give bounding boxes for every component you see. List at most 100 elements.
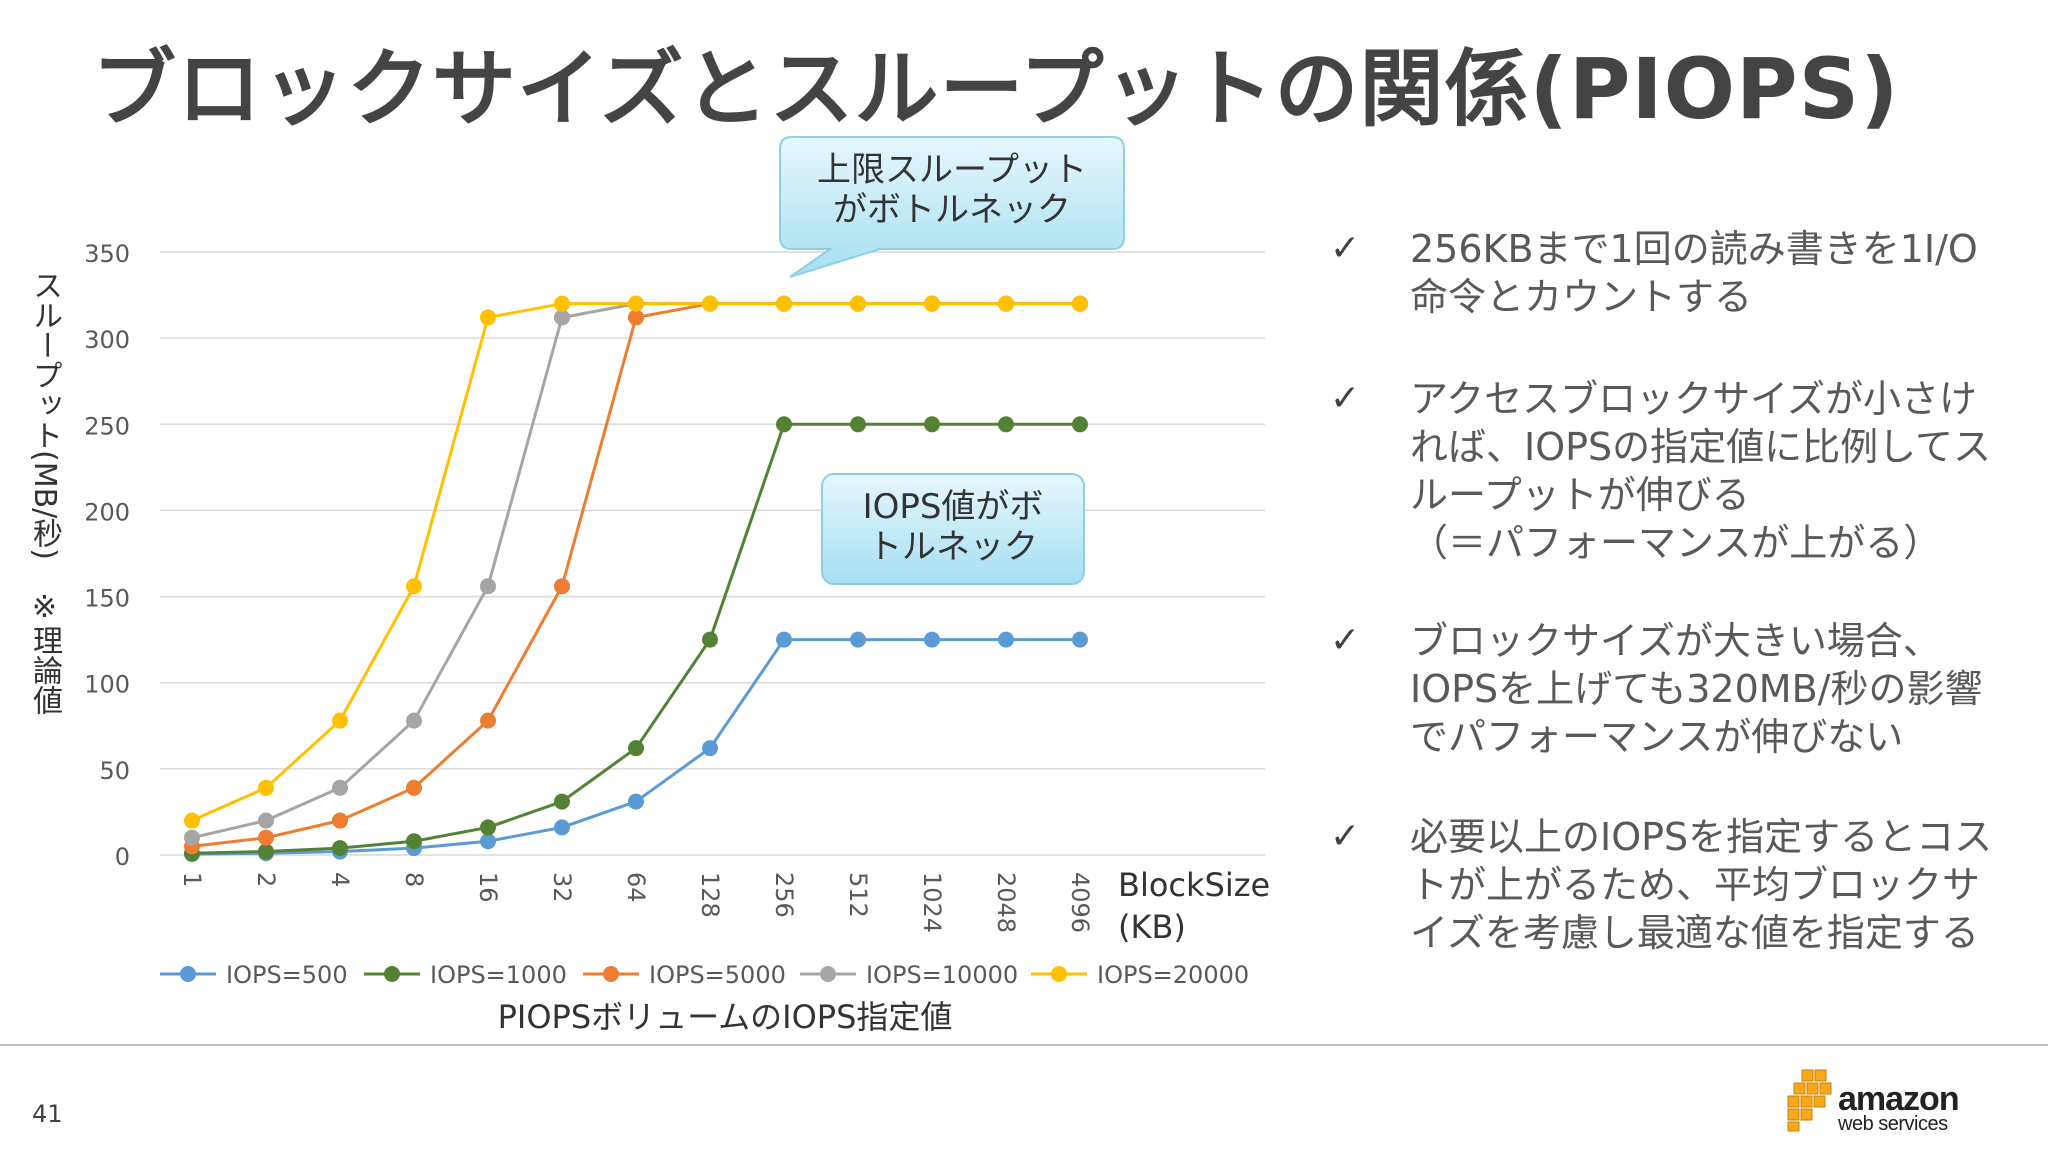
legend-marker — [180, 966, 196, 982]
legend-title: PIOPSボリュームのIOPS指定値 — [498, 998, 953, 1036]
chart-series — [184, 295, 1088, 863]
data-point — [998, 295, 1014, 312]
check-icon: ✓ — [1330, 816, 1361, 857]
x-axis-label-line2: (KB) — [1118, 908, 1186, 946]
data-point — [628, 793, 644, 810]
y-tick-label: 150 — [84, 585, 130, 613]
legend-label: IOPS=1000 — [430, 961, 567, 989]
throughput-line-chart: 0 50 100 150 200 250 300 350 1 2 4 8 16 32 64 128 256 51… — [84, 136, 1270, 1036]
data-point — [628, 740, 644, 757]
legend-marker — [384, 966, 400, 982]
data-point — [776, 295, 792, 312]
legend-label: IOPS=500 — [226, 961, 348, 989]
data-point — [406, 833, 422, 850]
x-tick-label: 256 — [770, 872, 798, 918]
data-point — [258, 812, 274, 829]
legend-label: IOPS=20000 — [1097, 961, 1249, 989]
callout-upper-limit-bubble — [779, 136, 1125, 278]
legend-entry: IOPS=1000 — [364, 961, 567, 989]
y-tick-label: 100 — [84, 671, 130, 699]
legend-label: IOPS=5000 — [649, 961, 786, 989]
x-tick-label: 2 — [252, 872, 280, 887]
legend-marker — [1051, 966, 1067, 982]
footer-divider — [0, 1044, 2048, 1046]
legend-label: IOPS=10000 — [866, 961, 1018, 989]
data-point — [850, 631, 866, 648]
data-point — [406, 779, 422, 796]
x-tick-label: 16 — [474, 872, 502, 903]
bullet-item-4: ✓ 必要以上のIOPSを指定するとコス トが上がるため、平均ブロックサ イズを考… — [1330, 815, 1993, 955]
data-point — [480, 712, 496, 729]
bullet-item-1: ✓ 256KBまで1回の読み書きを1I/O 命令とカウントする — [1330, 227, 1978, 319]
legend-marker — [820, 966, 836, 982]
legend-entry: IOPS=5000 — [583, 961, 786, 989]
data-point — [406, 712, 422, 729]
data-point — [332, 840, 348, 857]
data-point — [184, 829, 200, 846]
check-icon: ✓ — [1330, 620, 1361, 661]
x-tick-label: 1024 — [918, 872, 946, 933]
callout-upper-limit-text: 上限スループット がボトルネック — [780, 150, 1124, 230]
y-tick-label: 50 — [99, 757, 130, 785]
page-number: 41 — [32, 1100, 63, 1128]
data-point — [480, 578, 496, 595]
x-tick-label: 2048 — [992, 872, 1020, 933]
bullet-item-2: ✓ アクセスブロックサイズが小さけ れば、IOPSの指定値に比例してス ループッ… — [1330, 377, 1992, 565]
logo-wordmark-webservices: web services — [1838, 1113, 1948, 1135]
data-point — [1072, 416, 1088, 433]
y-tick-label: 0 — [115, 843, 130, 871]
bullet-list: ✓ 256KBまで1回の読み書きを1I/O 命令とカウントする ✓ アクセスブロ… — [1330, 225, 2030, 957]
series-IOPS=20000 — [184, 295, 1088, 829]
x-tick-label: 32 — [548, 872, 576, 903]
x-axis-label-line1: BlockSize — [1118, 866, 1270, 904]
x-tick-label: 128 — [696, 872, 724, 918]
data-point — [628, 309, 644, 326]
aws-logo-cubes-icon — [1787, 1069, 1832, 1132]
data-point — [998, 631, 1014, 648]
data-point — [776, 416, 792, 433]
data-point — [480, 833, 496, 850]
check-icon: ✓ — [1330, 228, 1361, 269]
x-axis-ticks: 1 2 4 8 16 32 64 128 256 512 1024 2048 4096 — [178, 872, 1094, 933]
data-point — [850, 416, 866, 433]
data-point — [850, 295, 866, 312]
x-tick-label: 512 — [844, 872, 872, 918]
callout-iops-line2: トルネック — [868, 527, 1038, 567]
slide-title: ブロックサイズとスループットの関係(PIOPS) — [92, 40, 1900, 138]
y-tick-label: 200 — [84, 498, 130, 526]
callout-upper-limit-line1: 上限スループット — [817, 150, 1087, 190]
data-point — [1072, 295, 1088, 312]
x-tick-label: 1 — [178, 872, 206, 887]
data-point — [628, 295, 644, 312]
y-tick-label: 300 — [84, 326, 130, 354]
data-point — [554, 819, 570, 836]
callout-upper-limit-line2: がボトルネック — [833, 190, 1071, 230]
y-axis-ticks: 0 50 100 150 200 250 300 350 — [84, 240, 130, 871]
data-point — [924, 631, 940, 648]
data-point — [332, 779, 348, 796]
data-point — [258, 829, 274, 846]
data-point — [554, 295, 570, 312]
chart-gridlines — [160, 251, 1265, 856]
y-axis-label: スループット(MB/秒) ※理論値 — [27, 270, 62, 715]
check-icon: ✓ — [1330, 378, 1361, 419]
x-tick-label: 8 — [400, 872, 428, 887]
data-point — [258, 779, 274, 796]
y-tick-label: 350 — [84, 240, 130, 268]
data-point — [184, 812, 200, 829]
data-point — [480, 819, 496, 836]
chart-legend: IOPS=500 IOPS=1000 IOPS=5000 IOPS=10000 IOPS… — [160, 961, 1249, 989]
data-point — [924, 295, 940, 312]
data-point — [480, 309, 496, 326]
data-point — [702, 740, 718, 757]
data-point — [554, 578, 570, 595]
data-point — [702, 295, 718, 312]
callout-iops-bubble — [821, 473, 1085, 585]
data-point — [554, 309, 570, 326]
y-tick-label: 250 — [84, 412, 130, 440]
callout-iops-line1: IOPS値がボ — [862, 487, 1044, 527]
data-point — [1072, 631, 1088, 648]
logo-wordmark-amazon: amazon — [1838, 1080, 1960, 1118]
data-point — [998, 416, 1014, 433]
data-point — [332, 712, 348, 729]
